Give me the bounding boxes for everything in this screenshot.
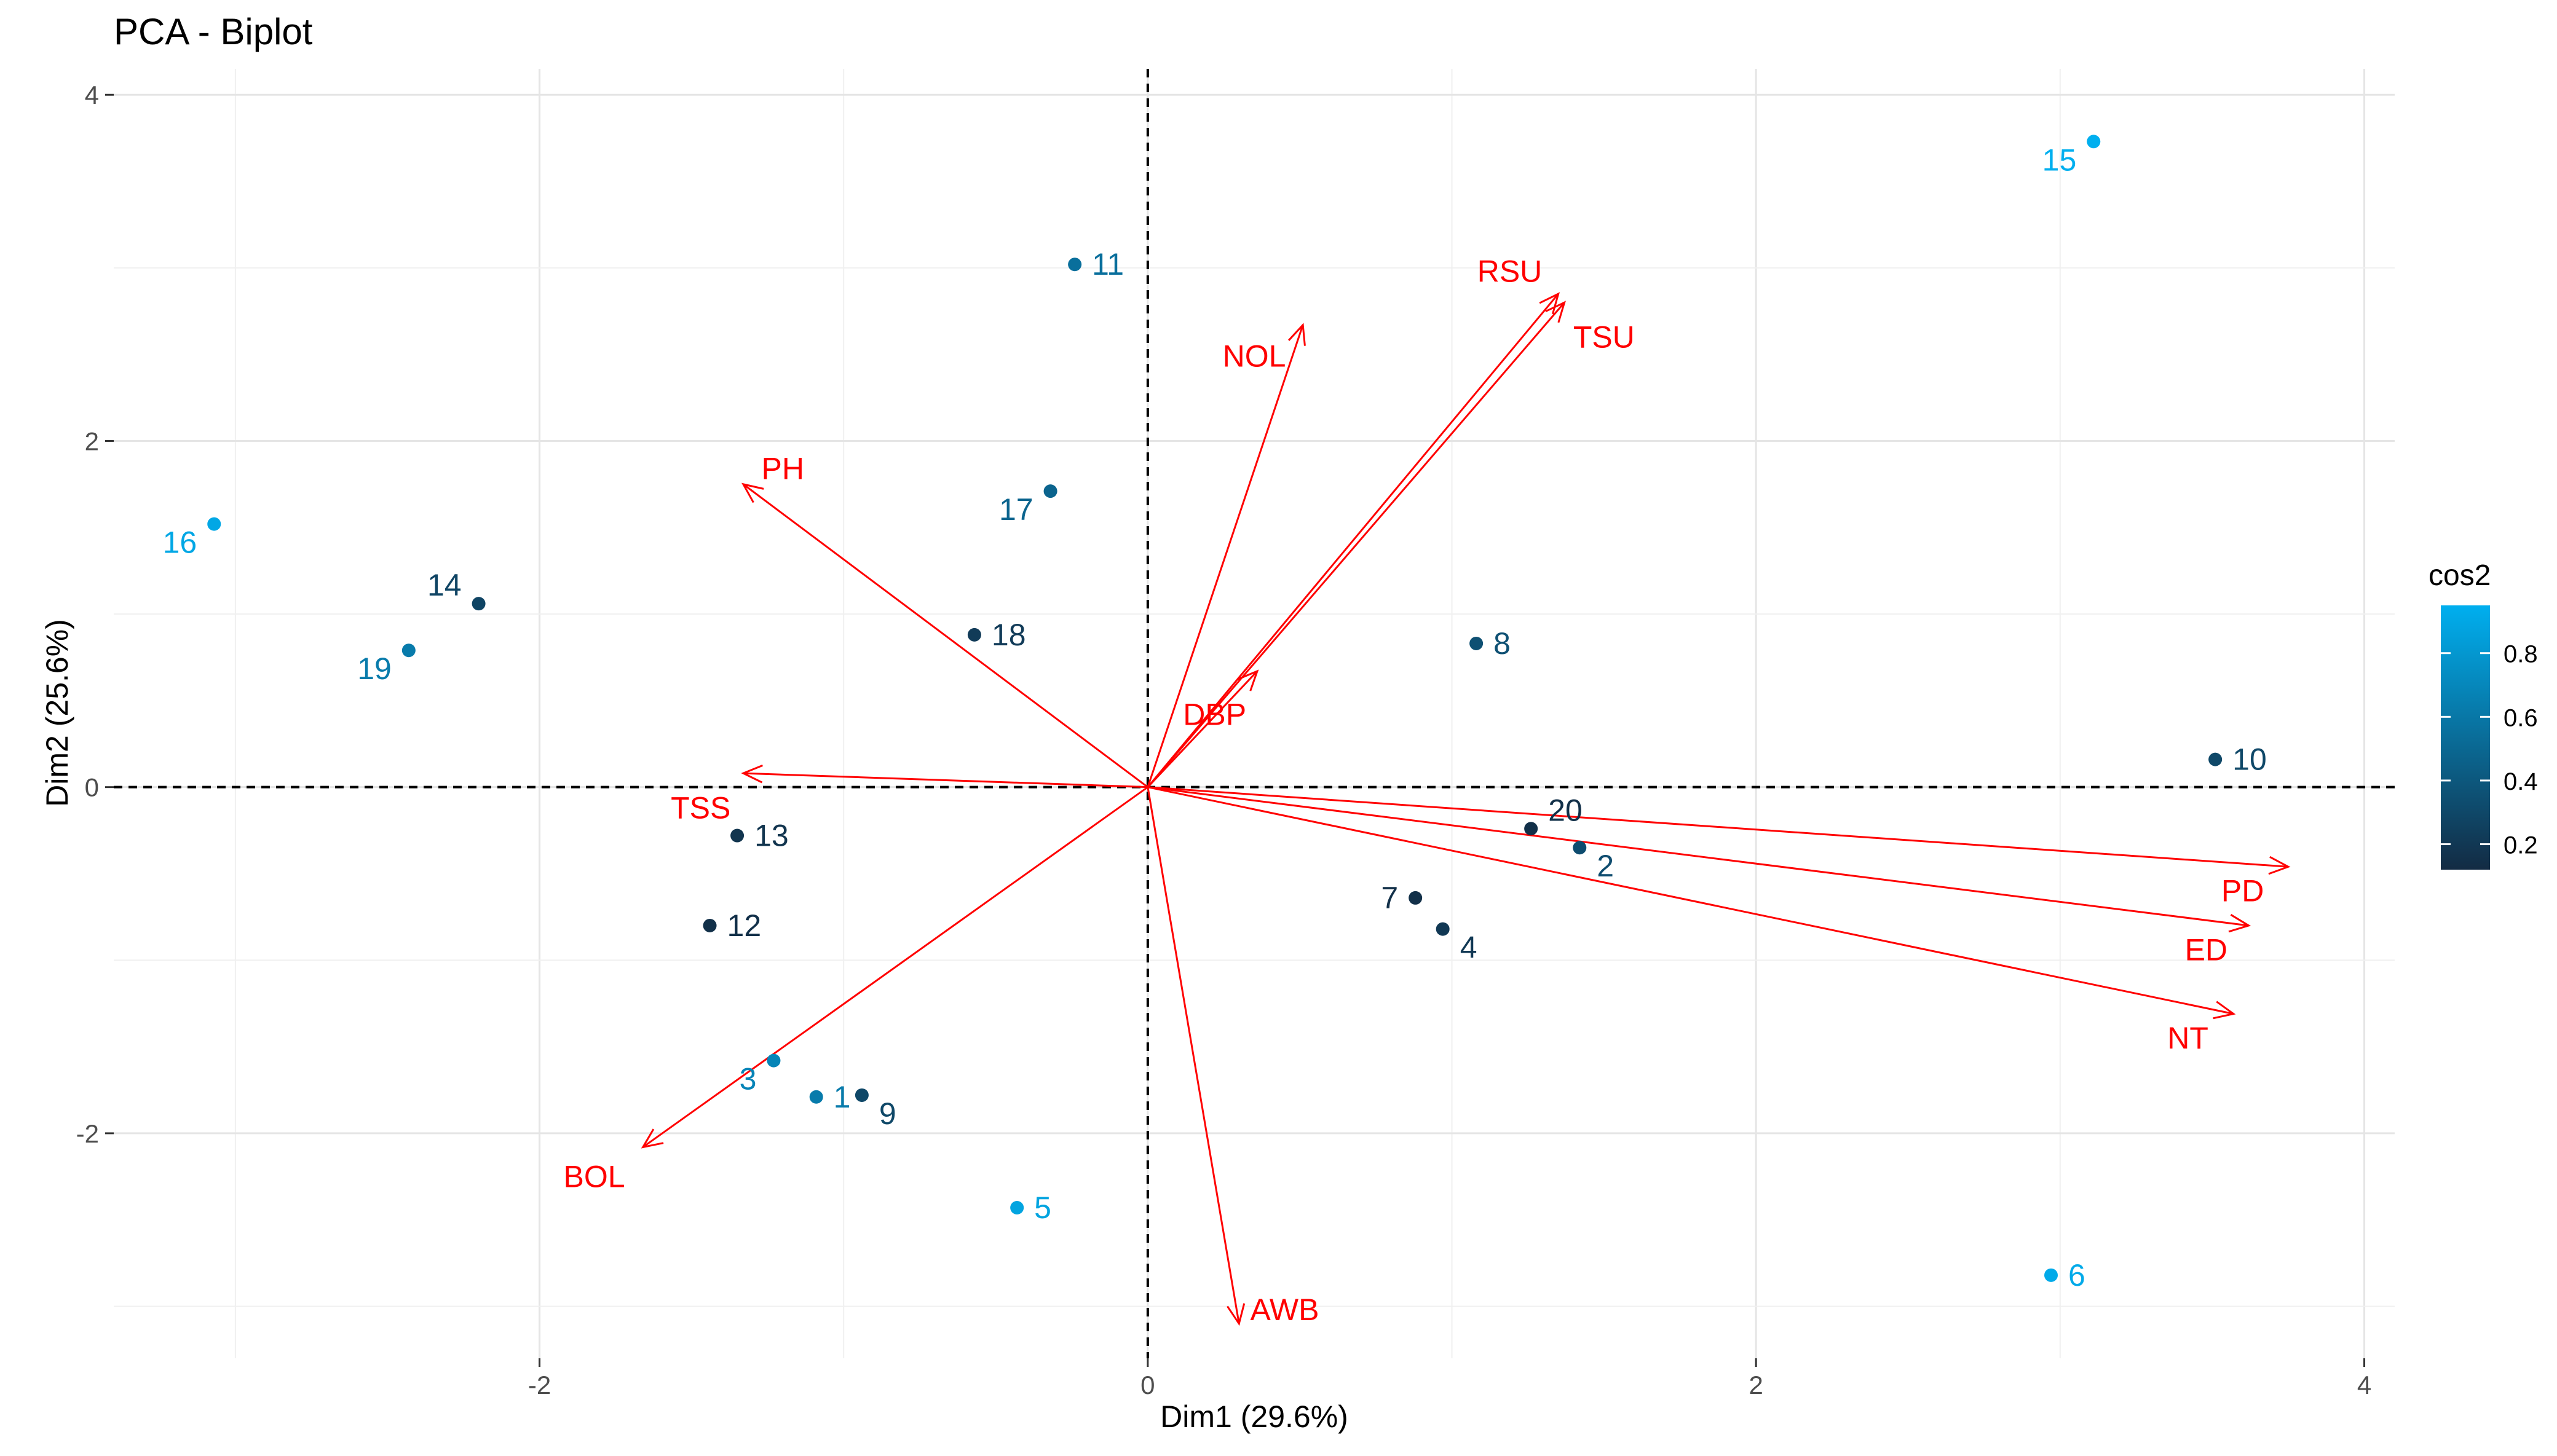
variable-label: TSS bbox=[671, 790, 730, 825]
arrowhead-ph bbox=[741, 482, 764, 503]
arrow-pd bbox=[1147, 786, 2288, 868]
arrowhead-tss bbox=[741, 764, 764, 784]
zero-lines bbox=[114, 69, 2395, 1358]
arrow-nol bbox=[1147, 325, 1304, 788]
grid bbox=[114, 69, 2395, 1358]
variable-label: BOL bbox=[564, 1159, 625, 1194]
point-10 bbox=[2208, 752, 2223, 766]
point-13 bbox=[730, 828, 745, 843]
point-15 bbox=[2087, 135, 2101, 149]
point-label: 8 bbox=[1493, 626, 1511, 661]
arrow-ph bbox=[743, 483, 1148, 788]
legend-title: cos2 bbox=[2429, 559, 2491, 592]
variable-label: NOL bbox=[1223, 339, 1286, 373]
y-tick-label: 4 bbox=[85, 81, 99, 109]
point-label: 9 bbox=[879, 1096, 896, 1131]
point-label: 11 bbox=[1092, 247, 1124, 281]
variable-arrows: NOL RSU TSU PH DBP TSS BOL AWB PD ED NT bbox=[564, 254, 2291, 1327]
point-9 bbox=[855, 1088, 869, 1102]
point-label: 4 bbox=[1460, 931, 1477, 965]
legend-tick-label: 0.4 bbox=[2504, 768, 2538, 795]
variable-label: ED bbox=[2185, 932, 2227, 967]
point-label: 5 bbox=[1034, 1190, 1051, 1225]
arrowhead-ed bbox=[2228, 914, 2251, 933]
point-4 bbox=[1436, 922, 1450, 936]
arrow-rsu bbox=[1147, 293, 1559, 788]
point-5 bbox=[1010, 1200, 1024, 1214]
point-label: 6 bbox=[2068, 1258, 2085, 1293]
legend-ticks: 0.2 0.4 0.6 0.8 bbox=[2441, 641, 2538, 859]
arrowhead-dbp bbox=[1237, 669, 1259, 691]
point-label: 20 bbox=[1548, 793, 1583, 827]
arrow-tsu bbox=[1147, 302, 1565, 788]
point-20 bbox=[1524, 822, 1538, 836]
point-6 bbox=[2044, 1268, 2058, 1282]
point-3 bbox=[767, 1053, 781, 1068]
legend-tick-label: 0.2 bbox=[2504, 832, 2538, 859]
point-label: 18 bbox=[992, 618, 1026, 652]
point-1 bbox=[809, 1090, 823, 1104]
variable-label: PH bbox=[762, 452, 804, 486]
arrow-ed bbox=[1147, 786, 2249, 927]
point-2 bbox=[1573, 841, 1587, 855]
point-label: 17 bbox=[999, 492, 1033, 527]
x-axis-label: Dim1 (29.6%) bbox=[1160, 1399, 1348, 1434]
point-label: 10 bbox=[2232, 742, 2267, 777]
arrowhead-awb bbox=[1227, 1303, 1246, 1326]
point-label: 3 bbox=[740, 1062, 757, 1096]
legend-tick-label: 0.8 bbox=[2504, 641, 2538, 668]
point-label: 2 bbox=[1597, 849, 1614, 883]
arrowhead-pd bbox=[2268, 856, 2291, 875]
chart-title: PCA - Biplot bbox=[114, 11, 313, 52]
x-tick-label: -2 bbox=[528, 1371, 551, 1399]
x-tick-label: 2 bbox=[1749, 1371, 1763, 1399]
point-label: 15 bbox=[2042, 143, 2077, 177]
variable-label: RSU bbox=[1477, 254, 1543, 288]
point-7 bbox=[1409, 891, 1423, 905]
point-16 bbox=[207, 517, 221, 531]
legend-colorbar bbox=[2441, 605, 2490, 870]
point-14 bbox=[472, 597, 486, 611]
arrowhead-nt bbox=[2213, 1001, 2236, 1020]
variable-label: DBP bbox=[1183, 697, 1246, 731]
arrow-bol bbox=[642, 786, 1148, 1148]
y-tick-label: -2 bbox=[76, 1119, 99, 1148]
point-label: 12 bbox=[727, 908, 762, 943]
point-label: 7 bbox=[1381, 881, 1398, 915]
variable-label: AWB bbox=[1250, 1293, 1319, 1327]
y-tick-label: 0 bbox=[85, 773, 99, 802]
point-label: 19 bbox=[357, 651, 392, 686]
point-12 bbox=[703, 918, 717, 932]
variable-label: TSU bbox=[1573, 320, 1635, 354]
arrowhead-tsu bbox=[1545, 301, 1566, 323]
point-8 bbox=[1469, 636, 1484, 650]
y-tick-label: 2 bbox=[85, 427, 99, 455]
arrow-awb bbox=[1147, 787, 1240, 1324]
x-tick-label: 0 bbox=[1140, 1371, 1155, 1399]
point-label: 13 bbox=[754, 819, 789, 853]
y-axis-label: Dim2 (25.6%) bbox=[40, 619, 74, 807]
x-tick-label: 4 bbox=[2357, 1371, 2371, 1399]
point-label: 14 bbox=[427, 568, 462, 602]
arrowhead-bol bbox=[641, 1128, 664, 1149]
point-11 bbox=[1068, 258, 1082, 272]
point-18 bbox=[967, 628, 981, 642]
arrow-nt bbox=[1147, 786, 2234, 1015]
point-19 bbox=[401, 643, 416, 658]
arrow-dbp bbox=[1147, 670, 1259, 788]
arrow-tss bbox=[743, 772, 1148, 789]
variable-label: PD bbox=[2221, 874, 2264, 908]
variable-label: NT bbox=[2167, 1021, 2208, 1055]
axis-ticks: -2 0 2 4 -2 0 2 4 bbox=[76, 81, 2372, 1399]
cos2-legend: cos2 0.2 0.4 0.6 0.8 bbox=[2429, 559, 2538, 870]
arrowhead-nol bbox=[1288, 323, 1306, 346]
point-label: 1 bbox=[834, 1080, 851, 1114]
legend-tick-label: 0.6 bbox=[2504, 704, 2538, 731]
point-17 bbox=[1043, 484, 1057, 498]
point-label: 16 bbox=[163, 525, 197, 560]
